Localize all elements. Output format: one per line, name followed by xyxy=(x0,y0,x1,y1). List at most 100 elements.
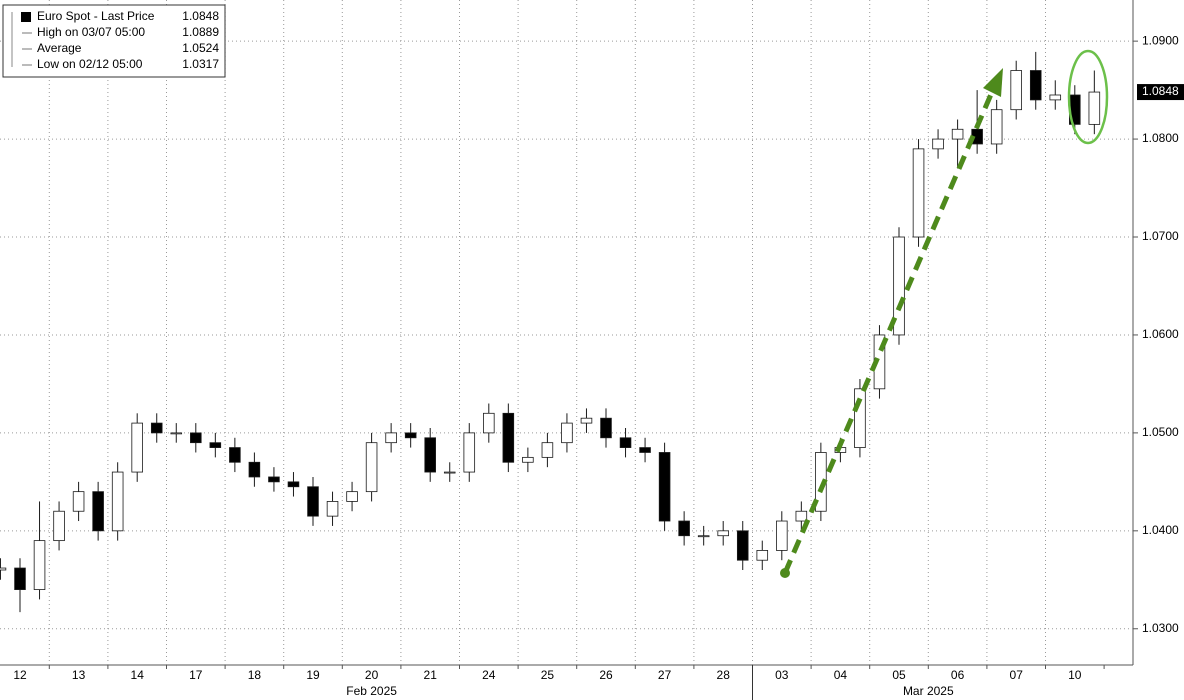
candle-body xyxy=(483,412,495,434)
legend-value: 1.0848 xyxy=(182,9,219,23)
candle-body xyxy=(365,442,378,493)
month-label: Mar 2025 xyxy=(903,684,954,698)
candle-body xyxy=(795,510,808,522)
legend-value: 1.0317 xyxy=(182,57,219,71)
x-tick-label: 12 xyxy=(13,668,27,682)
candle-body xyxy=(1088,91,1101,125)
legend-value: 1.0524 xyxy=(182,41,219,55)
arrow-start xyxy=(780,568,790,578)
y-tick-label: 1.0400 xyxy=(1142,523,1179,537)
x-tick-label: 28 xyxy=(717,668,731,682)
candle-body xyxy=(600,417,612,439)
x-tick-label: 10 xyxy=(1068,668,1082,682)
candle-body xyxy=(150,422,163,434)
y-tick-label: 1.0700 xyxy=(1142,229,1179,243)
candle-body xyxy=(619,437,632,448)
candle-body xyxy=(385,432,397,444)
x-tick-label: 06 xyxy=(951,668,965,682)
candle-body xyxy=(522,456,534,463)
candle-body xyxy=(92,491,104,532)
candle-body xyxy=(307,486,319,517)
candle-body xyxy=(1029,70,1042,101)
x-tick-label: 27 xyxy=(658,668,672,682)
legend-value: 1.0889 xyxy=(182,25,219,39)
candle-body xyxy=(717,530,729,537)
candle-body xyxy=(229,447,241,463)
candle-body xyxy=(190,432,202,444)
candle-body xyxy=(268,476,280,483)
candle-body xyxy=(53,510,65,542)
candle-body xyxy=(111,471,124,532)
candle-body xyxy=(678,520,690,537)
candle-body xyxy=(580,417,593,424)
last-price-label: 1.0848 xyxy=(1142,84,1179,98)
candle-body xyxy=(639,447,651,453)
candle-body xyxy=(756,550,769,561)
candle-body xyxy=(1049,94,1062,101)
highlight-ellipse xyxy=(1067,49,1109,145)
candle-body xyxy=(346,491,358,502)
y-tick-label: 1.0500 xyxy=(1142,425,1179,439)
candle-body xyxy=(697,535,710,538)
legend-label: High on 03/07 05:00 xyxy=(37,25,145,39)
candle-body xyxy=(0,567,7,571)
x-tick-label: 13 xyxy=(72,668,86,682)
candle-body xyxy=(854,388,866,448)
y-tick-label: 1.0600 xyxy=(1142,327,1179,341)
legend-label: Average xyxy=(37,41,82,55)
x-tick-label: 20 xyxy=(365,668,379,682)
x-tick-label: 18 xyxy=(248,668,262,682)
candle-body xyxy=(33,540,46,590)
x-tick-label: 04 xyxy=(834,668,848,682)
candle-body xyxy=(502,412,515,463)
y-tick-label: 1.0900 xyxy=(1142,33,1179,47)
candle-body xyxy=(424,437,436,473)
candle-body xyxy=(736,530,749,561)
candle-body xyxy=(912,148,925,238)
candle-body xyxy=(14,567,26,590)
legend-label: Low on 02/12 05:00 xyxy=(37,57,143,71)
legend-label: Euro Spot - Last Price xyxy=(37,9,155,23)
candle-body xyxy=(951,128,964,140)
candle-body xyxy=(463,432,476,473)
x-tick-label: 21 xyxy=(424,668,438,682)
candle-body xyxy=(443,471,456,474)
annotations xyxy=(780,49,1109,578)
y-tick-label: 1.0300 xyxy=(1142,621,1179,635)
candle-body xyxy=(561,422,573,444)
candle-body xyxy=(990,109,1003,145)
x-tick-label: 05 xyxy=(892,668,906,682)
candle-body xyxy=(893,236,905,336)
x-tick-label: 26 xyxy=(599,668,613,682)
candle-body xyxy=(404,432,417,439)
x-tick-label: 17 xyxy=(189,668,203,682)
candle-body xyxy=(1010,70,1022,111)
candle-body xyxy=(776,520,788,551)
y-tick-label: 1.0800 xyxy=(1142,131,1179,145)
grid xyxy=(0,0,1133,665)
x-tick-label: 25 xyxy=(541,668,555,682)
candle-body xyxy=(658,452,671,522)
candle-body xyxy=(72,491,85,512)
axes: 1.0300 1.0400 1.0500 1.0600 1.0700 1.0800 1.09… xyxy=(13,33,1184,700)
legend-swatch xyxy=(21,12,31,22)
x-tick-label: 19 xyxy=(306,668,320,682)
arrow-head xyxy=(983,68,1003,97)
candle-body xyxy=(248,461,261,478)
legend: Euro Spot - Last Price 1.0848 High on 03/0… xyxy=(2,4,226,78)
candle-body xyxy=(326,501,339,517)
candle-body xyxy=(209,442,222,448)
legend-box xyxy=(2,4,226,78)
x-tick-label: 07 xyxy=(1010,668,1024,682)
x-tick-label: 24 xyxy=(482,668,496,682)
candle-body xyxy=(932,138,944,150)
month-label: Feb 2025 xyxy=(346,684,397,698)
x-tick-label: 03 xyxy=(775,668,789,682)
plot-area xyxy=(0,51,1101,613)
x-tick-label: 14 xyxy=(131,668,145,682)
candle-body xyxy=(131,422,143,473)
candle-body xyxy=(541,442,554,458)
candle-body xyxy=(287,481,300,488)
